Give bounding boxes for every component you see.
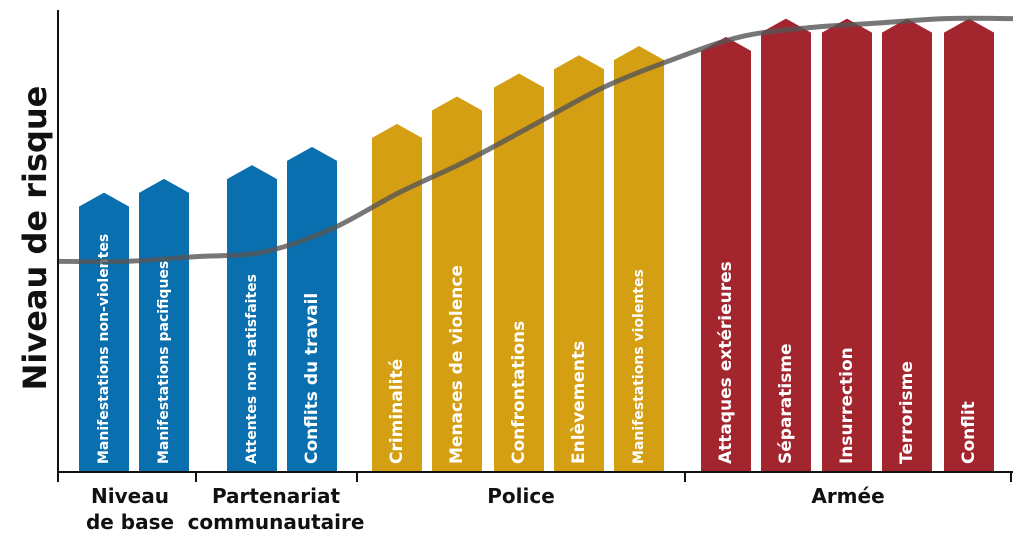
group-label-line: Armée bbox=[811, 484, 884, 508]
group-label-4: Armée bbox=[811, 484, 884, 508]
group-label-line: Police bbox=[487, 484, 555, 508]
bar-4: Conflits du travail bbox=[287, 146, 337, 472]
bars-layer: Manifestations non-violentes Manifestatio… bbox=[79, 18, 994, 473]
bar-label: Attaques extérieures bbox=[716, 261, 736, 464]
group-label-line: Partenariat bbox=[212, 484, 341, 508]
bar-label: Enlèvements bbox=[569, 341, 589, 464]
group-label-line: de base bbox=[86, 510, 174, 534]
bar-label: Manifestations violentes bbox=[631, 269, 647, 464]
group-label-line: Niveau bbox=[91, 484, 169, 508]
group-ticks bbox=[57, 472, 1012, 482]
bar-shape bbox=[554, 55, 604, 472]
bar-label: Séparatisme bbox=[776, 343, 796, 464]
bar-label: Manifestations non-violentes bbox=[96, 234, 112, 464]
group-label-2: Partenariat communautaire bbox=[188, 484, 365, 534]
bar-shape bbox=[372, 123, 422, 473]
bar-shape bbox=[761, 18, 811, 473]
bar-shape bbox=[432, 96, 482, 472]
bar-1: Manifestations non-violentes bbox=[79, 192, 129, 472]
bar-shape bbox=[227, 165, 277, 472]
bar-shape bbox=[882, 18, 932, 473]
bar-2: Manifestations pacifiques bbox=[139, 178, 189, 472]
bar-label: Attentes non satisfaites bbox=[244, 274, 260, 464]
bar-label: Confrontations bbox=[509, 321, 529, 464]
bar-5: Criminalité bbox=[372, 123, 422, 473]
bar-shape bbox=[287, 146, 337, 472]
group-label-1: Niveau de base bbox=[86, 484, 174, 534]
bar-3: Attentes non satisfaites bbox=[227, 165, 277, 472]
group-label-3: Police bbox=[487, 484, 555, 508]
trend-curve bbox=[57, 15, 1013, 265]
bar-label: Insurrection bbox=[837, 347, 857, 464]
bar-6: Menaces de violence bbox=[432, 96, 482, 472]
bar-11: Séparatisme bbox=[761, 18, 811, 473]
bar-label: Menaces de violence bbox=[447, 265, 467, 464]
bar-shape bbox=[822, 18, 872, 473]
bar-shape bbox=[614, 46, 664, 473]
group-labels: Niveau de base Partenariat communautaire Pol… bbox=[86, 484, 885, 534]
bar-13: Terrorisme bbox=[882, 18, 932, 473]
bar-shape bbox=[494, 73, 544, 472]
bar-14: Conflit bbox=[944, 18, 994, 473]
bar-shape bbox=[139, 178, 189, 472]
bar-9: Manifestations violentes bbox=[614, 46, 664, 473]
group-label-line: communautaire bbox=[188, 510, 365, 534]
bar-shape bbox=[701, 36, 751, 473]
bar-7: Confrontations bbox=[494, 73, 544, 472]
bar-12: Insurrection bbox=[822, 18, 872, 473]
bar-label: Manifestations pacifiques bbox=[156, 261, 172, 464]
bar-label: Conflit bbox=[959, 401, 979, 464]
y-axis-label: Niveau de risque bbox=[16, 86, 54, 391]
bar-label: Terrorisme bbox=[897, 361, 917, 464]
bar-shape bbox=[944, 18, 994, 473]
bar-label: Criminalité bbox=[387, 359, 407, 464]
bar-8: Enlèvements bbox=[554, 55, 604, 472]
bar-label: Conflits du travail bbox=[302, 293, 322, 464]
bar-10: Attaques extérieures bbox=[701, 36, 751, 473]
